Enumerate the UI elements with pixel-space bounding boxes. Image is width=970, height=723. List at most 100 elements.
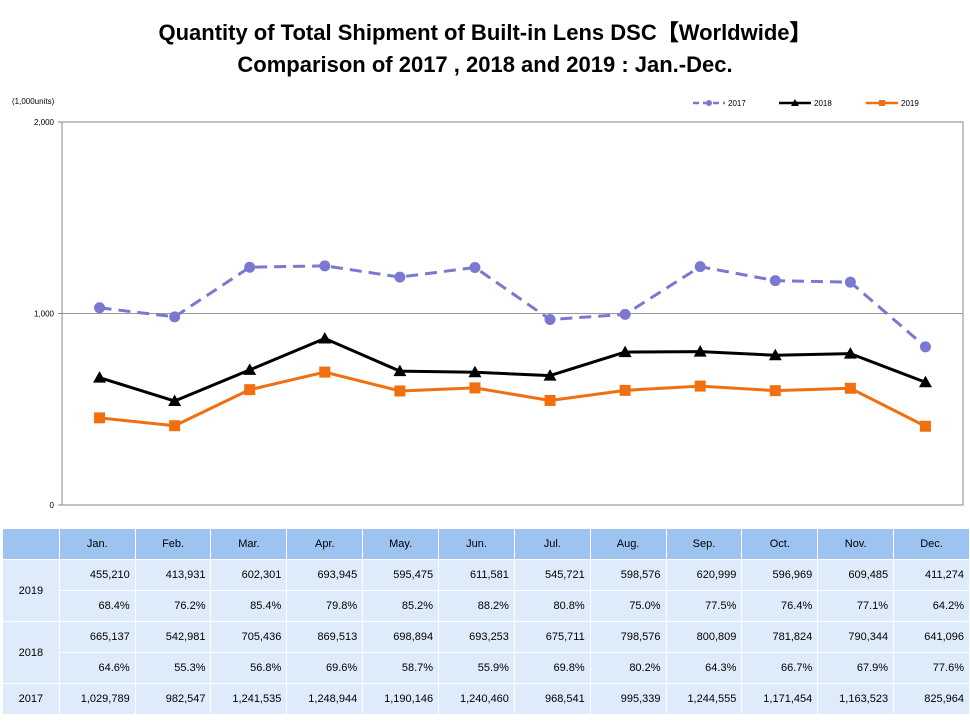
table-cell-quantity: 1,240,460 bbox=[438, 683, 515, 715]
y-tick-label: 2,000 bbox=[34, 118, 55, 127]
data-point bbox=[843, 347, 857, 359]
y-tick-label: 0 bbox=[50, 501, 55, 510]
table-cell-quantity: 781,824 bbox=[741, 621, 819, 653]
data-point bbox=[243, 363, 257, 375]
data-point bbox=[693, 345, 707, 357]
column-header: Apr. bbox=[286, 528, 364, 560]
table-cell-percent: 88.2% bbox=[438, 590, 515, 622]
y-axis-unit-label: (1,000units) bbox=[12, 97, 55, 106]
table-cell-percent: 77.1% bbox=[817, 590, 895, 622]
data-point bbox=[244, 384, 256, 396]
table-cell-percent: 80.2% bbox=[589, 652, 667, 684]
table-cell-quantity: 542,981 bbox=[134, 621, 212, 653]
data-point bbox=[319, 366, 331, 378]
table-cell-percent: 56.8% bbox=[210, 652, 288, 684]
chart-subtitle: Comparison of 2017 , 2018 and 2019 : Jan… bbox=[237, 52, 733, 77]
data-point bbox=[769, 385, 781, 397]
table-corner-cell bbox=[2, 528, 60, 560]
data-point bbox=[94, 412, 106, 424]
data-point bbox=[918, 375, 932, 388]
data-point bbox=[244, 261, 256, 273]
table-cell-quantity: 411,274 bbox=[893, 559, 970, 591]
data-point bbox=[168, 394, 182, 407]
table-cell-quantity: 1,171,454 bbox=[741, 683, 819, 715]
legend-label-2018: 2018 bbox=[814, 99, 832, 108]
data-point bbox=[468, 365, 482, 378]
table-cell-percent: 77.5% bbox=[665, 590, 743, 622]
y-tick-label: 1,000 bbox=[34, 310, 55, 319]
data-point bbox=[768, 348, 782, 361]
data-point bbox=[694, 380, 706, 392]
column-header: Nov. bbox=[817, 528, 895, 560]
data-point bbox=[169, 311, 181, 323]
data-point bbox=[93, 371, 107, 383]
table-cell-quantity: 995,339 bbox=[589, 683, 667, 715]
series-line-2018 bbox=[99, 336, 926, 403]
table-cell-percent: 66.7% bbox=[741, 652, 819, 684]
table-cell-quantity: 825,964 bbox=[893, 683, 970, 715]
column-header: Jan. bbox=[58, 528, 136, 560]
table-cell-quantity: 1,248,944 bbox=[286, 683, 364, 715]
data-point bbox=[619, 308, 631, 320]
legend-marker bbox=[791, 99, 799, 106]
table-cell-quantity: 693,945 bbox=[286, 559, 364, 591]
data-point bbox=[919, 420, 931, 432]
table-cell-quantity: 1,244,555 bbox=[665, 683, 743, 715]
table-cell-quantity: 705,436 bbox=[210, 621, 288, 653]
table-cell-quantity: 545,721 bbox=[513, 559, 591, 591]
data-point bbox=[619, 384, 631, 396]
column-header: Jul. bbox=[513, 528, 591, 560]
table-cell-quantity: 798,576 bbox=[589, 621, 667, 653]
data-point bbox=[769, 275, 781, 287]
column-header: Jun. bbox=[438, 528, 515, 560]
legend-marker bbox=[879, 100, 885, 106]
table-cell-quantity: 1,029,789 bbox=[58, 683, 136, 715]
table-cell-percent: 64.3% bbox=[665, 652, 743, 684]
column-header: Aug. bbox=[589, 528, 667, 560]
data-point bbox=[393, 364, 407, 377]
table-cell-percent: 58.7% bbox=[362, 652, 440, 684]
table-cell-quantity: 611,581 bbox=[438, 559, 515, 591]
table-cell-quantity: 641,096 bbox=[893, 621, 970, 653]
table-row: 2018 665,137 542,981 705,436 869,513 698,894 6… bbox=[2, 621, 970, 684]
row-year-label: 2017 bbox=[2, 683, 60, 715]
column-header: May. bbox=[362, 528, 440, 560]
data-point bbox=[844, 382, 856, 394]
table-cell-quantity: 968,541 bbox=[513, 683, 591, 715]
table-cell-quantity: 1,190,146 bbox=[362, 683, 440, 715]
column-header: Mar. bbox=[210, 528, 288, 560]
table-cell-percent: 69.6% bbox=[286, 652, 364, 684]
table-cell-percent: 55.3% bbox=[134, 652, 212, 684]
table-row: 64.6% 55.3% 56.8% 69.6% 58.7% 55.9% 69.8% 80.2%… bbox=[3, 652, 970, 684]
data-point bbox=[543, 369, 557, 381]
data-point bbox=[394, 385, 406, 397]
table-cell-quantity: 595,475 bbox=[362, 559, 440, 591]
table-cell-percent: 68.4% bbox=[58, 590, 136, 622]
row-year-label: 2018 bbox=[2, 621, 60, 684]
table-cell-quantity: 675,711 bbox=[513, 621, 591, 653]
table-cell-quantity: 1,241,535 bbox=[210, 683, 288, 715]
table-cell-percent: 75.0% bbox=[589, 590, 667, 622]
table-cell-percent: 69.8% bbox=[513, 652, 591, 684]
data-point bbox=[394, 271, 406, 283]
data-point bbox=[844, 276, 856, 288]
table-cell-percent: 77.6% bbox=[893, 652, 970, 684]
table-cell-percent: 64.6% bbox=[58, 652, 136, 684]
data-point bbox=[694, 261, 706, 273]
data-table: Jan. Feb. Mar. Apr. May. Jun. Jul. Aug. Sep. Oct.… bbox=[2, 528, 970, 715]
table-cell-percent: 55.9% bbox=[438, 652, 515, 684]
data-point bbox=[544, 314, 556, 326]
table-cell-quantity: 455,210 bbox=[58, 559, 136, 591]
table-header-row: Jan. Feb. Mar. Apr. May. Jun. Jul. Aug. Sep. Oct.… bbox=[2, 528, 970, 560]
table-cell-quantity: 596,969 bbox=[741, 559, 819, 591]
data-point bbox=[94, 302, 106, 314]
table-cell-quantity: 620,999 bbox=[665, 559, 743, 591]
data-point bbox=[169, 420, 181, 432]
table-cell-quantity: 1,163,523 bbox=[817, 683, 895, 715]
table-cell-percent: 76.4% bbox=[741, 590, 819, 622]
legend-marker bbox=[706, 100, 712, 106]
table-row: 68.4% 76.2% 85.4% 79.8% 85.2% 88.2% 80.8% 75.0%… bbox=[3, 590, 970, 622]
table-cell-quantity: 869,513 bbox=[286, 621, 364, 653]
table-cell-quantity: 598,576 bbox=[589, 559, 667, 591]
chart-title: Quantity of Total Shipment of Built-in L… bbox=[158, 20, 812, 45]
